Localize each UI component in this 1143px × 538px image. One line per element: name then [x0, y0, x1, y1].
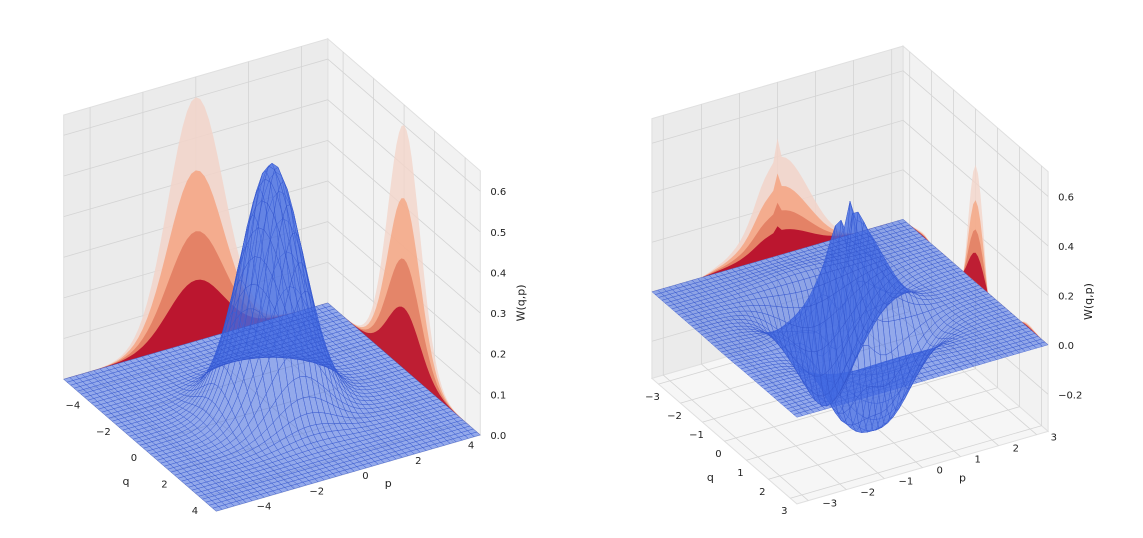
x-tick-label: 2 [161, 480, 167, 491]
z-tick-label: 0.4 [490, 268, 506, 279]
y-tick-label: 0 [937, 466, 943, 477]
z-tick-label: 0.2 [490, 350, 506, 361]
y-tick-label: 2 [1013, 444, 1019, 455]
x-tick-label: −2 [667, 411, 682, 422]
x-axis-label: q [707, 471, 714, 484]
x-tick-label: 3 [781, 506, 787, 517]
z-tick-label: 0.0 [490, 431, 506, 442]
z-axis-label: W(q,p) [1082, 283, 1095, 320]
y-tick-label: −3 [822, 499, 837, 510]
z-tick-label: 0.6 [490, 187, 506, 198]
z-tick-label: 0.6 [1058, 192, 1074, 203]
y-tick-label: 4 [468, 441, 474, 452]
y-tick-label: −2 [309, 486, 324, 497]
grid-z [651, 169, 1049, 296]
grid-x [768, 146, 1020, 480]
grid-z [651, 70, 1049, 197]
grid-y [701, 104, 847, 491]
x-tick-label: 0 [715, 449, 721, 460]
x-tick-label: 1 [737, 468, 743, 479]
x-tick-label: 2 [759, 487, 765, 498]
z-tick-label: −0.2 [1058, 390, 1082, 401]
x-tick-label: −3 [645, 392, 660, 403]
y-tick-label: −4 [257, 502, 272, 513]
grid-y [662, 115, 809, 501]
grid-z [63, 139, 481, 273]
z-tick-label: 0.3 [490, 309, 506, 320]
x-tick-label: 0 [131, 453, 137, 464]
x-tick-label: −4 [66, 400, 81, 411]
y-tick-label: −1 [898, 477, 913, 488]
y-tick-label: 1 [975, 455, 981, 466]
y-tick-label: 0 [362, 471, 368, 482]
grid-z [63, 99, 481, 233]
z-tick-label: 0.1 [490, 390, 506, 401]
projection-p-3 [63, 279, 328, 380]
y-axis-label: p [959, 472, 966, 485]
grid-x [746, 127, 998, 461]
x-axis-label: q [122, 475, 129, 488]
surface [63, 162, 481, 512]
z-tick-label: 0.5 [490, 228, 506, 239]
z-tick-label: 0.4 [1058, 242, 1074, 253]
x-tick-label: −2 [96, 427, 111, 438]
surface [651, 201, 1049, 433]
chart-2: −3 −2 −1 0 1 2 3 −3 −2 −1 0 1 2 3 −0.2 0.0 0.2 0.4 0.6 q p W(… [645, 45, 1095, 517]
x-tick-label: −1 [689, 430, 704, 441]
y-tick-label: 3 [1051, 433, 1057, 444]
y-axis-label: p [385, 477, 392, 490]
grid-z [651, 119, 1049, 247]
z-tick-label: 0.2 [1058, 291, 1074, 302]
x-tick-label: 4 [192, 506, 198, 517]
y-tick-label: −2 [860, 488, 875, 499]
z-axis-label: W(q,p) [514, 284, 527, 321]
grid-z [63, 58, 481, 192]
z-tick-label: 0.0 [1058, 341, 1074, 352]
surface-cell [321, 302, 332, 308]
grid-z [63, 180, 481, 314]
chart-1: −4 −2 0 2 4 −4 −2 0 2 4 0.0 0.1 0.2 0.3 0.4 0.5 0.6 q p W(q… [62, 37, 527, 517]
grid-z [63, 221, 481, 355]
grid-x [790, 165, 1042, 499]
y-tick-label: 2 [415, 456, 421, 467]
